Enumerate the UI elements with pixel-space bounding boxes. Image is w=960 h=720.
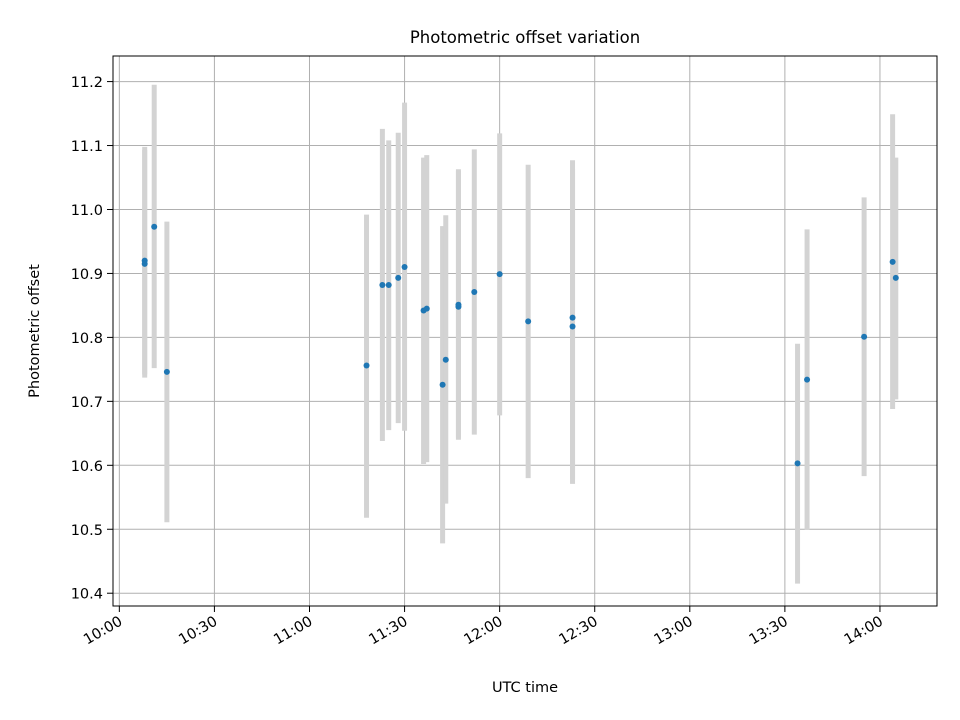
data-points (141, 223, 899, 467)
data-point (423, 305, 430, 312)
data-point (442, 356, 449, 363)
error-bars (142, 84, 899, 584)
y-tick-label: 10.4 (71, 587, 103, 603)
data-point (861, 333, 868, 340)
data-point (455, 301, 462, 308)
x-tick-label: 12:00 (461, 614, 505, 649)
y-tick-label: 10.9 (71, 267, 103, 283)
y-axis-label: Photometric offset (27, 264, 43, 398)
data-point (141, 257, 148, 264)
x-tick-label: 11:00 (271, 614, 315, 649)
data-point (151, 223, 158, 230)
plot-frame (112, 55, 938, 607)
data-point (439, 381, 446, 388)
x-axis-label: UTC time (492, 680, 558, 696)
data-point (569, 314, 576, 321)
chart-title: Photometric offset variation (410, 28, 640, 47)
data-point (385, 281, 392, 288)
x-tick-label: 12:30 (557, 614, 601, 649)
x-tick-label: 11:30 (366, 614, 410, 649)
y-tick-label: 11.1 (71, 139, 103, 155)
data-point (163, 368, 170, 375)
x-tick-label: 10:00 (81, 614, 125, 649)
x-axis: 10:00 10:30 11:00 11:30 12:00 12:30 13:00 13:30… (81, 606, 886, 648)
data-point (569, 323, 576, 330)
y-tick-label: 11.0 (71, 203, 103, 219)
y-tick-label: 10.8 (71, 331, 103, 347)
x-tick-label: 13:30 (747, 614, 791, 649)
x-tick-label: 10:30 (176, 614, 220, 649)
data-point (363, 362, 370, 369)
y-tick-label: 10.5 (71, 523, 103, 539)
data-point (496, 271, 503, 278)
data-point (794, 460, 801, 467)
data-point (892, 274, 899, 281)
y-axis: 10.4 10.5 10.6 10.7 10.8 10.9 11.0 11.1 11.2 (71, 75, 113, 603)
y-tick-label: 10.6 (71, 459, 103, 475)
x-tick-label: 14:00 (842, 614, 886, 649)
data-point (525, 318, 532, 325)
data-point (804, 376, 811, 383)
x-tick-label: 13:00 (652, 614, 696, 649)
grid (113, 56, 937, 606)
data-point (401, 264, 408, 271)
data-point (889, 258, 896, 265)
data-point (395, 274, 402, 281)
data-point (379, 281, 386, 288)
y-tick-label: 11.2 (71, 75, 103, 91)
y-tick-label: 10.7 (71, 395, 103, 411)
data-point (471, 288, 478, 295)
